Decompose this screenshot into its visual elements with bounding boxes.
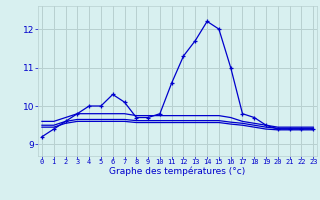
X-axis label: Graphe des températures (°c): Graphe des températures (°c) xyxy=(109,166,246,176)
